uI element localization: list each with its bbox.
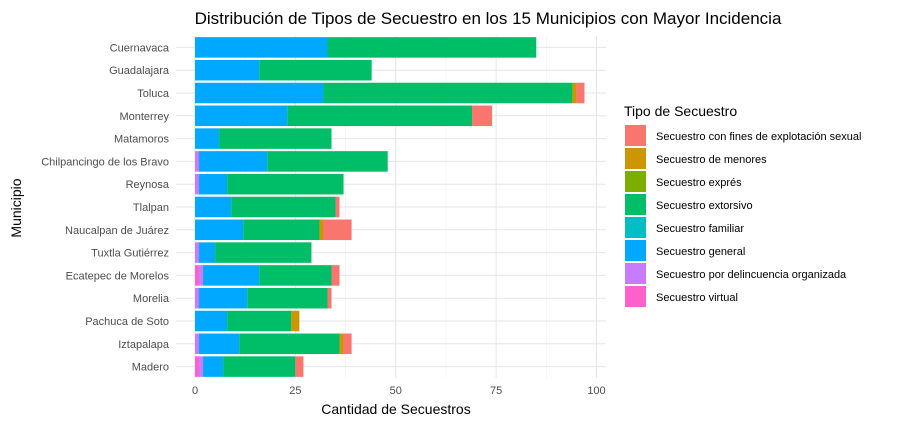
bar-naucalpan-de-juarez-secuestro-general [195,219,244,241]
bar-morelia-secuestro-general [199,287,248,309]
bar-iztapalapa-secuestro-con-fines-de-explotacion-sexual [343,333,352,355]
legend-label: Secuestro de menores [656,154,767,166]
bar-reynosa-secuestro-extorsivo [227,173,344,195]
bar-chilpancingo-de-los-bravo-secuestro-por-delincuencia-organizada [195,151,200,172]
y-tick-label: Madero [132,362,169,374]
legend-label: Secuestro por delincuencia organizada [656,269,847,281]
legend-swatch-secuestro-virtual [625,286,646,307]
bar-ecatepec-de-morelos-secuestro-por-delincuencia-organizada [199,265,204,286]
bar-matamoros-secuestro-extorsivo [219,128,332,149]
bar-chilpancingo-de-los-bravo-secuestro-extorsivo [267,151,388,172]
bar-pachuca-de-soto-secuestro-general [195,310,228,332]
bar-pachuca-de-soto-secuestro-extorsivo [227,310,292,332]
bar-toluca-secuestro-de-menores [572,82,577,104]
bar-iztapalapa-secuestro-extorsivo [239,333,340,355]
y-axis-title: Municipio [8,178,24,237]
bar-madero-secuestro-por-delincuencia-organizada [199,356,204,377]
bar-madero-secuestro-general [203,356,224,377]
bar-ecatepec-de-morelos-secuestro-virtual [195,265,200,286]
y-tick-label: Monterrey [119,111,169,123]
y-tick-label: Toluca [137,88,170,100]
bar-tlalpan-secuestro-general [195,196,232,218]
bar-tuxtla-gutierrez-secuestro-por-delincuencia-organizada [195,242,200,263]
y-tick-label: Tlalpan [133,202,169,214]
legend-label: Secuestro familiar [656,223,744,235]
legend-label: Secuestro exprés [656,177,742,189]
bar-naucalpan-de-juarez-secuestro-extorsivo [243,219,320,241]
bar-ecatepec-de-morelos-secuestro-con-fines-de-explotacion-sexual [331,265,340,286]
bar-iztapalapa-secuestro-de-menores [339,333,344,355]
bar-pachuca-de-soto-secuestro-de-menores [291,310,300,332]
y-tick-label: Iztapalapa [118,339,170,351]
bar-naucalpan-de-juarez-secuestro-de-menores [319,219,324,241]
y-tick-label: Matamoros [114,134,170,146]
x-tick-labels: 0 25 50 75 100 [192,385,606,397]
bar-guadalajara-secuestro-extorsivo [259,59,372,81]
bar-ecatepec-de-morelos-secuestro-general [203,265,260,286]
bar-reynosa-secuestro-general [199,173,228,195]
bar-toluca-secuestro-con-fines-de-explotacion-sexual [576,82,585,104]
bar-tlalpan-secuestro-extorsivo [231,196,336,218]
bar-tuxtla-gutierrez-secuestro-extorsivo [215,242,312,263]
bar-naucalpan-de-juarez-secuestro-con-fines-de-explotacion-sexual [323,219,352,241]
bar-madero-secuestro-con-fines-de-explotacion-sexual [295,356,304,377]
y-tick-label: Tuxtla Gutiérrez [91,248,169,260]
y-tick-label: Pachuca de Soto [85,316,169,328]
legend-label: Secuestro extorsivo [656,200,753,212]
y-tick-label: Ecatepec de Morelos [66,270,170,282]
y-tick-label: Naucalpan de Juárez [65,225,169,237]
bar-cuernavaca-secuestro-extorsivo [327,37,537,58]
y-tick-label: Cuernavaca [110,42,170,54]
x-axis-title: Cantidad de Secuestros [321,401,470,417]
x-tick-label: 100 [587,385,605,397]
bar-ecatepec-de-morelos-secuestro-extorsivo [259,265,332,286]
legend-swatch-secuestro-de-menores [625,148,646,169]
x-tick-label: 0 [192,385,198,397]
bars [195,37,585,377]
legend-title: Tipo de Secuestro [624,103,737,119]
bar-toluca-secuestro-general [195,82,324,104]
legend-label: Secuestro con fines de explotación sexua… [656,131,861,143]
bar-madero-secuestro-virtual [195,356,200,377]
bar-monterrey-secuestro-extorsivo [287,105,473,127]
bar-morelia-secuestro-extorsivo [247,287,328,309]
y-tick-labels: Cuernavaca Guadalajara Toluca Monterrey Mata… [41,42,170,373]
y-tick-label: Guadalajara [109,65,170,77]
legend: Tipo de Secuestro Secuestro con fines de… [624,103,861,307]
legend-swatch-secuestro-familiar [625,217,646,238]
legend-swatch-secuestro-con-fines-de-explotacion-sexual [625,125,646,146]
bar-tuxtla-gutierrez-secuestro-general [199,242,216,263]
legend-swatch-secuestro-general [625,240,646,261]
x-tick-label: 50 [390,385,402,397]
y-tick-label: Reynosa [126,179,170,191]
x-tick-label: 75 [490,385,502,397]
bar-monterrey-secuestro-general [195,105,288,127]
bar-morelia-secuestro-con-fines-de-explotacion-sexual [327,287,332,309]
bar-madero-secuestro-extorsivo [223,356,296,377]
bar-matamoros-secuestro-general [195,128,220,149]
y-tick-label: Chilpancingo de los Bravo [41,156,169,168]
y-tick-label: Morelia [133,293,170,305]
chart-title: Distribución de Tipos de Secuestro en lo… [195,9,782,28]
bar-guadalajara-secuestro-general [195,59,260,81]
bar-tlalpan-secuestro-con-fines-de-explotacion-sexual [335,196,340,218]
legend-label: Secuestro virtual [656,292,738,304]
legend-swatch-secuestro-extorsivo [625,194,646,215]
bar-monterrey-secuestro-con-fines-de-explotacion-sexual [472,105,493,127]
bar-iztapalapa-secuestro-general [199,333,240,355]
legend-label: Secuestro general [656,246,745,258]
bar-iztapalapa-secuestro-por-delincuencia-organizada [195,333,200,355]
bar-cuernavaca-secuestro-general [195,37,328,58]
bar-reynosa-secuestro-por-delincuencia-organizada [195,173,200,195]
legend-swatch-secuestro-expres [625,171,646,192]
bar-morelia-secuestro-por-delincuencia-organizada [195,287,200,309]
bar-chilpancingo-de-los-bravo-secuestro-general [199,151,268,172]
bar-toluca-secuestro-extorsivo [323,82,573,104]
x-tick-label: 25 [289,385,301,397]
legend-swatch-secuestro-por-delincuencia-organizada [625,263,646,284]
